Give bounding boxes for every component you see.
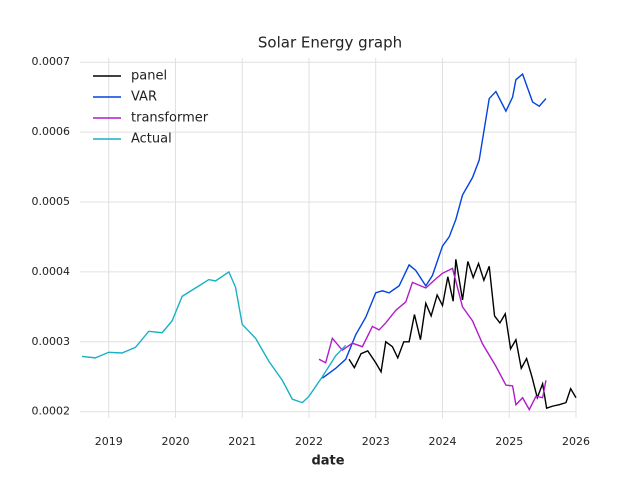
series-line	[348, 259, 577, 410]
x-tick-label: 2026	[562, 435, 590, 448]
legend-label: panel	[131, 69, 167, 84]
x-tick-label: 2021	[228, 435, 256, 448]
chart-title: Solar Energy graph	[258, 34, 402, 52]
grid	[80, 58, 577, 418]
x-tick-label: 2025	[495, 435, 523, 448]
series-line	[321, 72, 547, 379]
x-tick-label: 2024	[428, 435, 456, 448]
y-tick-label: 0.0002	[32, 405, 71, 418]
series-line	[81, 270, 347, 404]
y-tick-label: 0.0004	[32, 265, 71, 278]
y-tick-label: 0.0007	[32, 55, 71, 68]
x-tick-label: 2023	[362, 435, 390, 448]
y-tick-label: 0.0003	[32, 335, 71, 348]
x-tick-label: 2019	[95, 435, 123, 448]
legend: panel VAR transformer Actual	[93, 69, 209, 147]
y-tick-label: 0.0006	[32, 125, 71, 138]
series-line	[318, 267, 547, 412]
x-tick-label: 2022	[295, 435, 323, 448]
x-axis-label: date	[311, 454, 344, 469]
y-tick-label: 0.0005	[32, 195, 71, 208]
legend-label: transformer	[131, 111, 209, 126]
x-tick-label: 2020	[161, 435, 189, 448]
legend-label: Actual	[131, 132, 172, 147]
legend-label: VAR	[131, 90, 157, 105]
